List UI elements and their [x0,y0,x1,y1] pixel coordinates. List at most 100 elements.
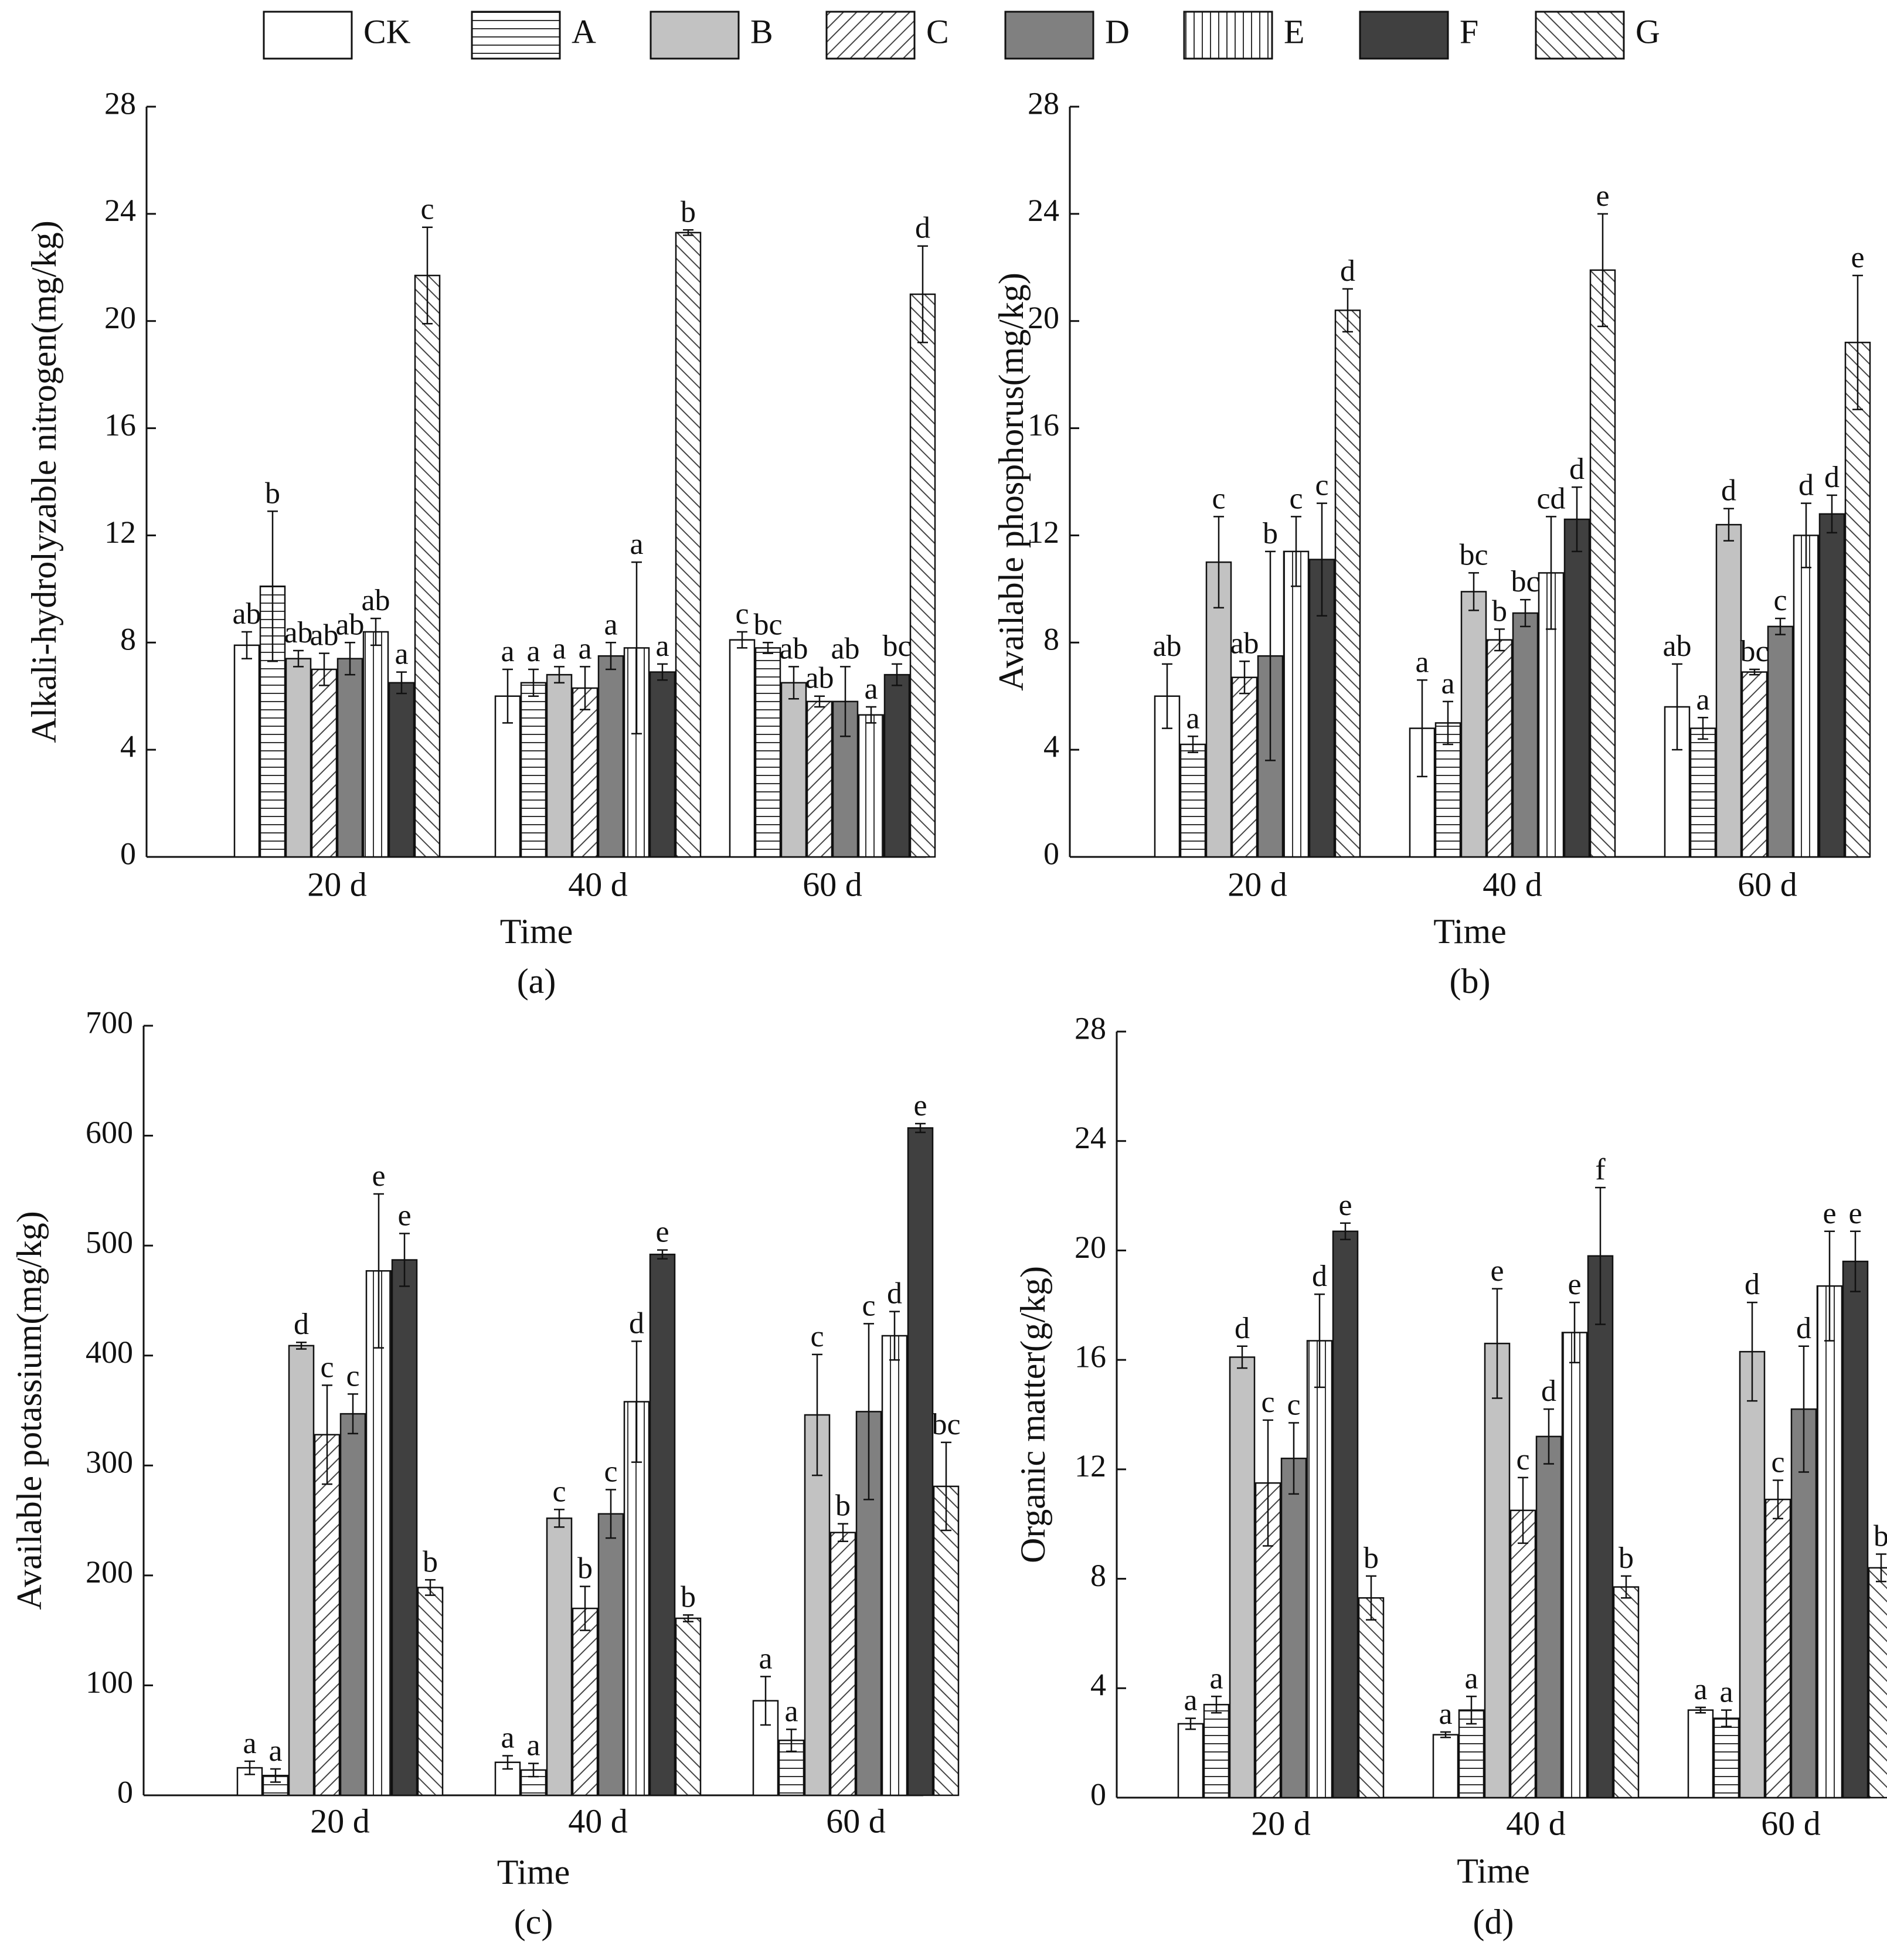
significance-letter: b [1492,594,1507,628]
significance-letter: b [265,477,280,510]
error-bar [631,1340,642,1463]
y-tick-label: 100 [86,1665,133,1700]
bar-d [597,1513,624,1796]
error-bar [840,666,851,737]
significance-letter: e [1568,1268,1581,1301]
legend-swatch [825,11,916,60]
panels: 0 4 8 12 16 20 24 28 Alkali-hydrolyzable nitroge… [10,86,1887,1941]
error-bar [1747,1301,1757,1402]
y-tick-label: 4 [1090,1668,1106,1703]
error-bar [1213,516,1224,609]
significance-letter: a [864,672,878,706]
error-bar [502,668,513,724]
error-bar [606,642,616,671]
significance-letter: c [1212,482,1225,515]
bar-ck [233,644,260,858]
error-bar [1443,700,1453,746]
y-axis-title: Alkali-hydrolyzable nitrogen(mg/kg) [25,220,63,743]
error-bar [1417,679,1427,778]
error-bar [502,1755,513,1770]
bar-g [417,1587,444,1796]
bar-c [1509,1509,1536,1799]
significance-letter: ab [361,584,390,617]
significance-letter: b [1619,1542,1634,1575]
bar-d [597,655,624,858]
y-tick-label: 28 [1075,1010,1106,1046]
bar-e [623,1401,650,1796]
significance-letter: d [1745,1268,1760,1301]
error-bar [1288,1422,1299,1495]
significance-letter: d [887,1277,902,1311]
error-bar [554,666,565,684]
legend-swatch [1183,11,1273,60]
y-tick-label: 12 [104,515,136,550]
bar-a [520,682,547,858]
bar-g [1589,269,1616,858]
significance-letter: d [1569,452,1585,486]
bar-a [1179,743,1206,858]
significance-letter: c [1516,1443,1529,1476]
significance-letter: b [1263,517,1278,550]
bar-b [546,1517,573,1796]
error-bar [1773,1479,1783,1520]
bar-e [1306,1340,1333,1799]
significance-letter: e [1823,1197,1836,1230]
bar-f [1563,518,1590,858]
error-bar [1188,736,1198,753]
significance-letter: c [1287,1389,1300,1422]
panel-caption: (b) [1450,962,1491,1001]
significance-letter: bc [882,629,911,663]
significance-letter: f [1595,1153,1606,1186]
x-axis-title: Time [497,1853,570,1891]
bar-e [365,1270,392,1796]
error-bar [892,663,902,686]
significance-letter: bc [1511,565,1539,598]
bar-d [1535,1435,1562,1799]
bar-b [288,1345,315,1796]
error-bar [1494,628,1505,652]
error-bar [1672,663,1682,751]
significance-letter: b [681,195,696,229]
significance-letter: a [1694,1673,1707,1706]
bar-b [780,682,807,858]
legend: CK A B C D E F G [263,11,1660,60]
bar-e [1793,535,1820,858]
bar-f [649,1253,676,1796]
error-bar [788,666,799,700]
error-bar [838,1523,848,1542]
error-bar [1162,663,1172,729]
bar-f [883,673,910,858]
error-bar [1850,1230,1861,1292]
y-tick-label: 20 [1075,1230,1106,1265]
significance-letter: d [1235,1312,1250,1345]
bar-f [907,1127,934,1796]
bar-b [546,673,573,858]
error-bar [1291,516,1301,587]
significance-letter: b [1364,1542,1379,1575]
error-bar [863,1323,874,1500]
error-bar [1546,516,1556,630]
error-bar [606,1489,616,1539]
error-bar [1543,1408,1554,1465]
bar-c [1764,1498,1791,1799]
error-bar [1798,1345,1809,1473]
y-tick-label: 24 [1028,193,1059,228]
error-bar [322,1384,332,1485]
significance-letter: d [1798,469,1814,502]
bar-g [1844,342,1871,858]
significance-letter: c [1315,469,1328,502]
significance-letter: c [604,1455,617,1489]
significance-letter: d [294,1308,309,1341]
significance-letter: b [577,1552,593,1585]
error-bar [1621,1575,1631,1599]
legend-item-a: A [471,11,596,60]
error-bar [528,1762,539,1778]
significance-letter: e [655,1216,669,1249]
y-tick-label: 0 [1043,836,1059,871]
error-bar [866,706,876,724]
bar-c [311,668,338,858]
error-bar [528,668,539,697]
legend-item-ck: CK [263,11,411,60]
bar-c [1486,639,1513,858]
